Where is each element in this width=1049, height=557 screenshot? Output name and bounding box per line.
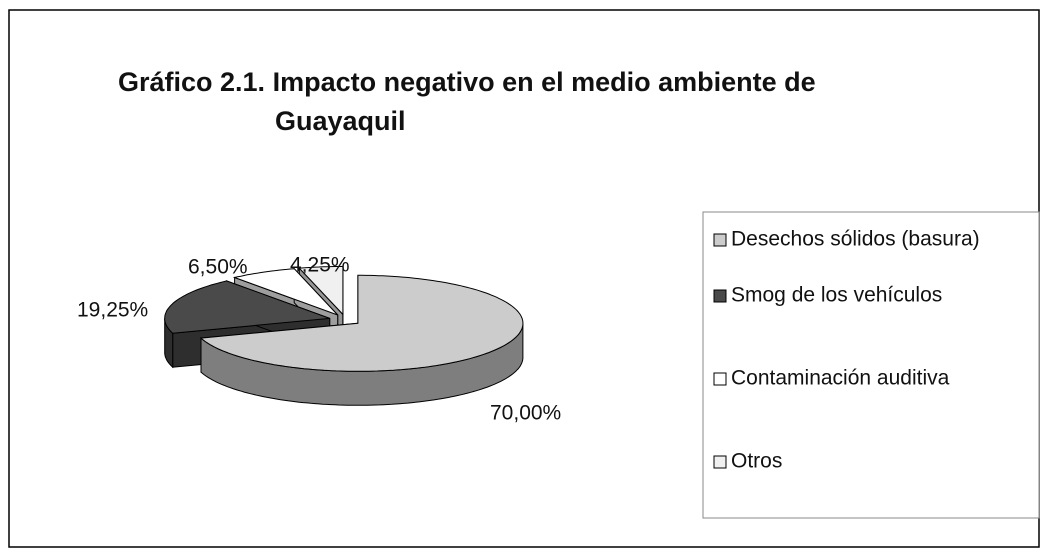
- legend-swatch: [713, 455, 727, 469]
- pie-slice: [298, 265, 344, 316]
- data-label: 6,50%: [188, 256, 248, 279]
- pie-slice: [232, 268, 339, 316]
- chart-title: Guayaquil: [275, 106, 406, 136]
- legend-box: [702, 211, 1040, 519]
- legend-swatch: [713, 233, 727, 247]
- legend-label: Desechos sólidos (basura): [731, 228, 980, 251]
- chart-title: Gráfico 2.1. Impacto negativo en el medi…: [118, 67, 816, 97]
- pie-slice: [164, 280, 330, 334]
- legend-swatch: [713, 372, 727, 386]
- legend-swatch: [713, 289, 727, 303]
- data-label: 4,25%: [290, 254, 350, 277]
- data-label: 19,25%: [77, 299, 148, 322]
- legend-label: Contaminación auditiva: [731, 367, 950, 390]
- legend-label: Otros: [731, 450, 782, 473]
- legend-label: Smog de los vehículos: [731, 284, 942, 307]
- pie-slice: [199, 274, 524, 372]
- data-label: 70,00%: [490, 402, 561, 425]
